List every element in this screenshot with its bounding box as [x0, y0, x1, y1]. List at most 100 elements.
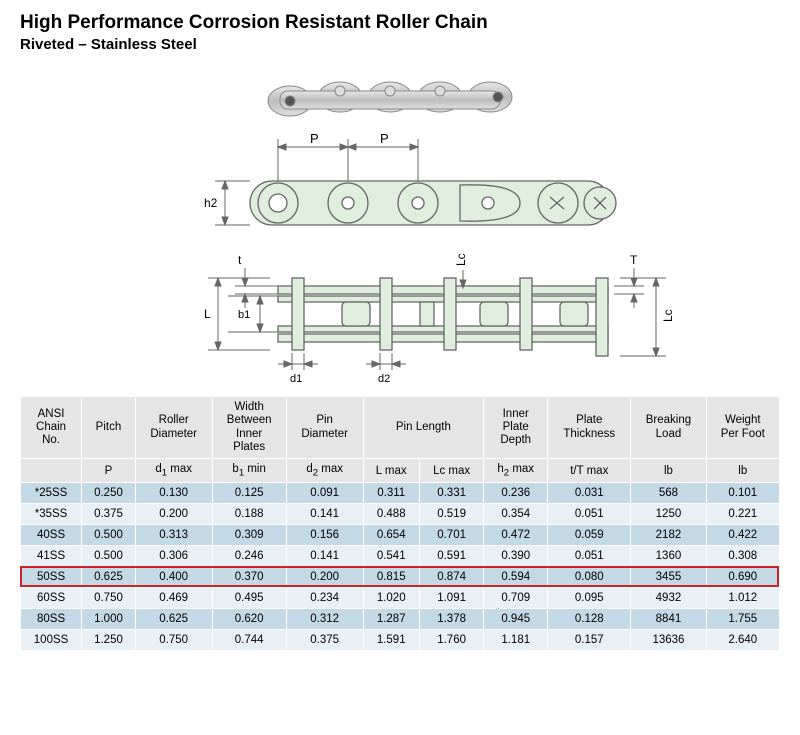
table-row: 100SS1.2500.7500.7440.3751.5911.7601.181… — [21, 630, 780, 651]
table-cell: 0.125 — [212, 483, 286, 504]
table-cell: 0.101 — [706, 483, 780, 504]
table-cell: 0.654 — [363, 525, 419, 546]
table-cell: 1.250 — [82, 630, 136, 651]
table-cell: 0.331 — [419, 483, 483, 504]
dim-label-d2: d2 — [378, 373, 390, 385]
dim-label-lc-left: Lc — [454, 253, 468, 266]
col-header: RollerDiameter — [135, 397, 212, 459]
table-cell: 0.309 — [212, 525, 286, 546]
table-cell: 100SS — [21, 630, 82, 651]
col-header: WidthBetweenInnerPlates — [212, 397, 286, 459]
table-cell: 1.000 — [82, 609, 136, 630]
table-cell: 1.760 — [419, 630, 483, 651]
table-row: 80SS1.0000.6250.6200.3121.2871.3780.9450… — [21, 609, 780, 630]
table-cell: 13636 — [631, 630, 706, 651]
table-cell: 0.308 — [706, 546, 780, 567]
table-cell: 0.234 — [286, 588, 363, 609]
table-cell: 0.221 — [706, 504, 780, 525]
chain-3d-illustration — [250, 63, 550, 133]
table-cell: 0.141 — [286, 504, 363, 525]
table-row: 40SS0.5000.3130.3090.1560.6540.7010.4720… — [21, 525, 780, 546]
table-cell: 8841 — [631, 609, 706, 630]
table-cell: 0.375 — [286, 630, 363, 651]
col-subheader: d2 max — [286, 459, 363, 483]
table-cell: 0.051 — [548, 504, 631, 525]
dim-label-lc-right: Lc — [661, 309, 675, 322]
chain-top-view: P P h2 — [120, 133, 680, 248]
table-cell: 1.591 — [363, 630, 419, 651]
table-cell: 0.945 — [484, 609, 548, 630]
table-cell: *35SS — [21, 504, 82, 525]
table-cell: 1.181 — [484, 630, 548, 651]
table-cell: 0.625 — [135, 609, 212, 630]
table-cell: 0.469 — [135, 588, 212, 609]
col-subheader: L max — [363, 459, 419, 483]
table-cell: 0.495 — [212, 588, 286, 609]
dim-label-b1: b1 — [238, 309, 250, 321]
table-cell: 0.744 — [212, 630, 286, 651]
table-cell: 1.020 — [363, 588, 419, 609]
table-cell: 2182 — [631, 525, 706, 546]
table-cell: 0.400 — [135, 567, 212, 588]
table-cell: 0.157 — [548, 630, 631, 651]
table-cell: 0.059 — [548, 525, 631, 546]
table-cell: 0.594 — [484, 567, 548, 588]
col-subheader: t/T max — [548, 459, 631, 483]
table-cell: 50SS — [21, 567, 82, 588]
dim-label-h2: h2 — [204, 196, 218, 210]
table-cell: 0.488 — [363, 504, 419, 525]
table-cell: 0.128 — [548, 609, 631, 630]
col-header: PinDiameter — [286, 397, 363, 459]
dim-label-d1: d1 — [290, 373, 302, 385]
table-cell: 0.701 — [419, 525, 483, 546]
table-cell: 0.354 — [484, 504, 548, 525]
table-cell: 3455 — [631, 567, 706, 588]
technical-diagram: P P h2 — [20, 63, 780, 388]
table-cell: 0.690 — [706, 567, 780, 588]
table-cell: 0.472 — [484, 525, 548, 546]
col-header: WeightPer Foot — [706, 397, 780, 459]
table-cell: 0.200 — [286, 567, 363, 588]
dim-label-L: L — [204, 307, 211, 321]
spec-table-wrap: ANSIChainNo.PitchRollerDiameterWidthBetw… — [20, 396, 780, 651]
page-title: High Performance Corrosion Resistant Rol… — [20, 12, 780, 34]
dim-label-p1: P — [310, 133, 319, 146]
table-cell: 0.188 — [212, 504, 286, 525]
table-cell: 0.750 — [135, 630, 212, 651]
col-header: InnerPlateDepth — [484, 397, 548, 459]
dim-label-T: T — [630, 253, 638, 267]
col-subheader: b1 min — [212, 459, 286, 483]
table-cell: 4932 — [631, 588, 706, 609]
dim-label-t: t — [238, 253, 242, 267]
table-cell: 0.130 — [135, 483, 212, 504]
table-cell: 2.640 — [706, 630, 780, 651]
table-cell: 1.012 — [706, 588, 780, 609]
table-cell: 0.312 — [286, 609, 363, 630]
table-cell: 0.311 — [363, 483, 419, 504]
table-cell: 0.375 — [82, 504, 136, 525]
table-cell: 1.378 — [419, 609, 483, 630]
table-row: 41SS0.5000.3060.2460.1410.5410.5910.3900… — [21, 546, 780, 567]
table-cell: 1.287 — [363, 609, 419, 630]
table-cell: 0.141 — [286, 546, 363, 567]
table-cell: 0.390 — [484, 546, 548, 567]
page-subtitle: Riveted – Stainless Steel — [20, 36, 780, 53]
table-cell: 0.620 — [212, 609, 286, 630]
table-cell: 0.091 — [286, 483, 363, 504]
col-subheader: h2 max — [484, 459, 548, 483]
table-cell: 0.519 — [419, 504, 483, 525]
table-cell: 0.095 — [548, 588, 631, 609]
spec-table: ANSIChainNo.PitchRollerDiameterWidthBetw… — [20, 396, 780, 651]
col-subheader: lb — [631, 459, 706, 483]
table-cell: 1.091 — [419, 588, 483, 609]
table-cell: 0.541 — [363, 546, 419, 567]
table-row: 50SS0.6250.4000.3700.2000.8150.8740.5940… — [21, 567, 780, 588]
col-header: Pitch — [82, 397, 136, 459]
table-cell: 0.815 — [363, 567, 419, 588]
table-cell: 0.625 — [82, 567, 136, 588]
col-header: PlateThickness — [548, 397, 631, 459]
table-cell: 60SS — [21, 588, 82, 609]
table-cell: 0.236 — [484, 483, 548, 504]
col-header: BreakingLoad — [631, 397, 706, 459]
table-cell: 568 — [631, 483, 706, 504]
